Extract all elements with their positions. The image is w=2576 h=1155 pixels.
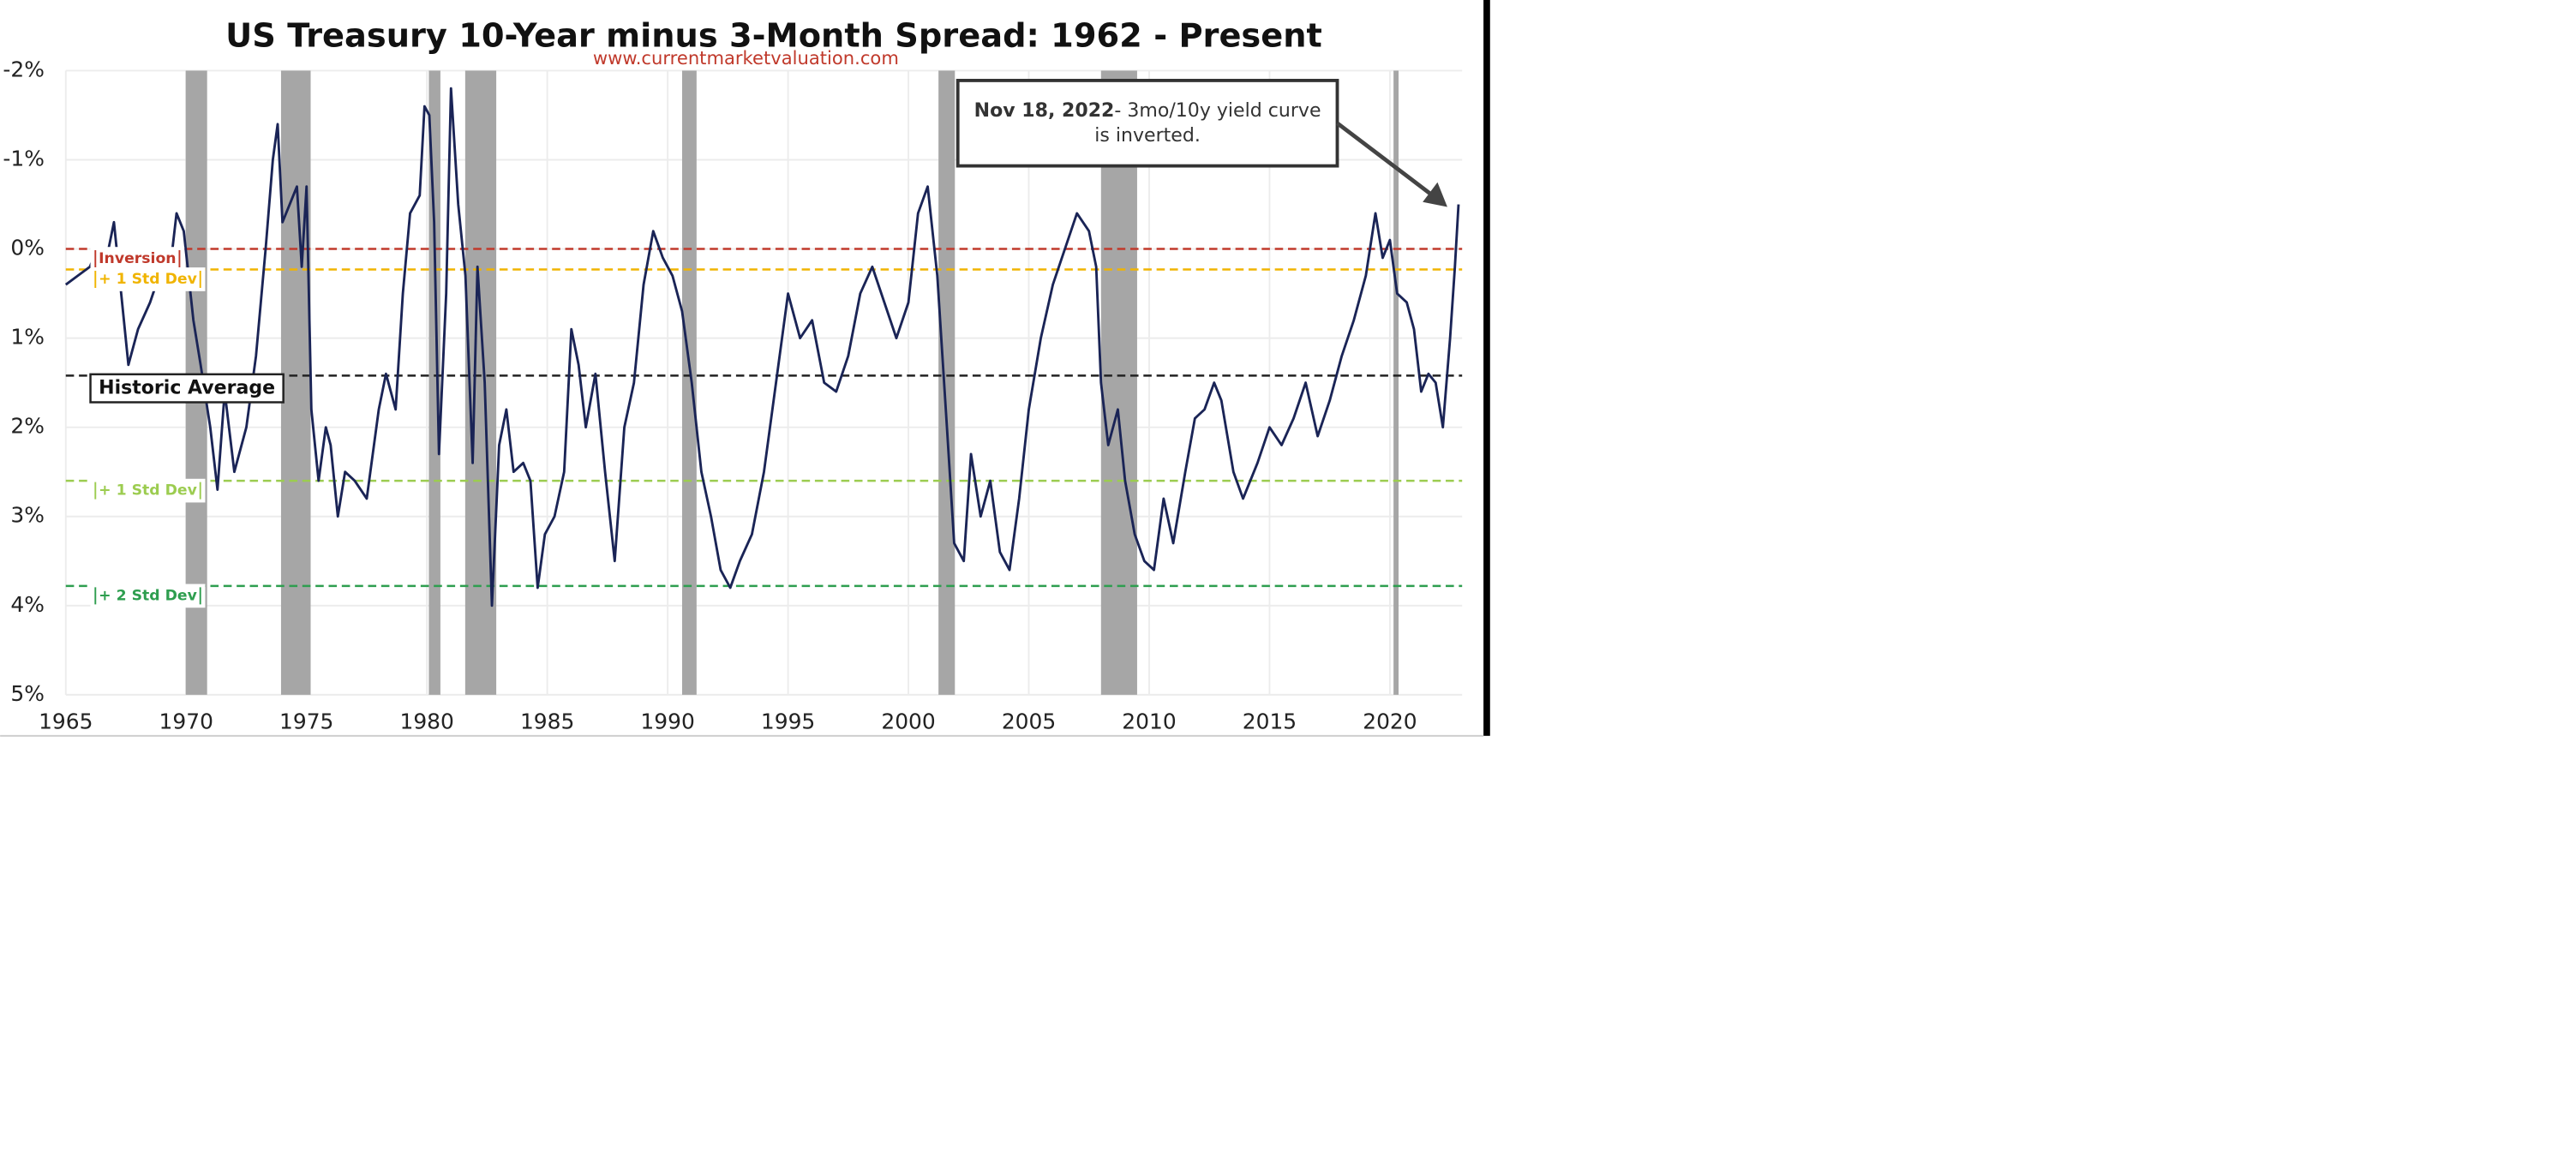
- x-tick-label: 1970: [159, 709, 213, 733]
- reference-label-box: [90, 583, 206, 608]
- x-tick-label: 2015: [1243, 709, 1297, 733]
- annotation-text: Nov 18, 2022- 3mo/10y yield curve is inv…: [969, 99, 1326, 148]
- y-tick-label: 4%: [10, 592, 45, 617]
- recession-band: [1100, 70, 1137, 695]
- right-border: [1483, 0, 1490, 736]
- reference-label-box: [90, 247, 185, 271]
- y-tick-label: 3%: [10, 503, 45, 528]
- annotation: Nov 18, 2022- 3mo/10y yield curve is inv…: [969, 99, 1326, 148]
- bracket: [94, 270, 201, 288]
- reference-label: + 1 Std Dev: [99, 271, 197, 288]
- x-tick-label: 1990: [640, 709, 694, 733]
- x-tick-label: 2000: [881, 709, 935, 733]
- reference-label: + 1 Std Dev: [99, 482, 197, 500]
- y-tick-label: -2%: [3, 57, 44, 81]
- y-tick-label: 0%: [10, 236, 45, 260]
- annotation-body: - 3mo/10y yield curve is inverted.: [1094, 99, 1321, 147]
- annotation-date: Nov 18, 2022: [973, 99, 1115, 122]
- reference-label: + 2 Std Dev: [99, 587, 197, 604]
- x-tick-label: 2010: [1122, 709, 1176, 733]
- y-tick-label: 2%: [10, 414, 45, 439]
- chart-title: US Treasury 10-Year minus 3-Month Spread…: [225, 17, 1322, 56]
- spread-line: [64, 87, 1460, 607]
- x-tick-label: 1980: [399, 709, 453, 733]
- annotation-arrow: [1336, 121, 1435, 198]
- annotation-arrowhead: [1423, 182, 1447, 207]
- reference-label: Inversion: [99, 250, 176, 267]
- recession-band: [938, 70, 956, 695]
- y-tick-label: -1%: [3, 146, 44, 171]
- reference-label: Historic Average: [99, 378, 275, 399]
- x-tick-label: 1975: [279, 709, 333, 733]
- reference-label-box: [90, 478, 206, 503]
- recession-band: [1393, 70, 1399, 695]
- annotation-box: [956, 79, 1339, 168]
- x-tick-label: 1985: [520, 709, 574, 733]
- reference-label-box: [89, 373, 285, 404]
- chart-subtitle: www.currentmarketvaluation.com: [593, 47, 899, 69]
- x-tick-label: 1965: [39, 709, 93, 733]
- x-tick-label: 1995: [761, 709, 815, 733]
- recession-band: [428, 70, 440, 695]
- x-tick-label: 2020: [1363, 709, 1417, 733]
- y-tick-label: 5%: [10, 681, 45, 706]
- bracket: [94, 482, 201, 500]
- y-tick-label: 1%: [10, 325, 45, 350]
- recession-band: [681, 70, 697, 695]
- reference-label-box: [90, 267, 206, 291]
- recession-band: [280, 70, 311, 695]
- bracket: [94, 250, 181, 268]
- bracket: [94, 587, 201, 605]
- x-tick-label: 2005: [1002, 709, 1056, 733]
